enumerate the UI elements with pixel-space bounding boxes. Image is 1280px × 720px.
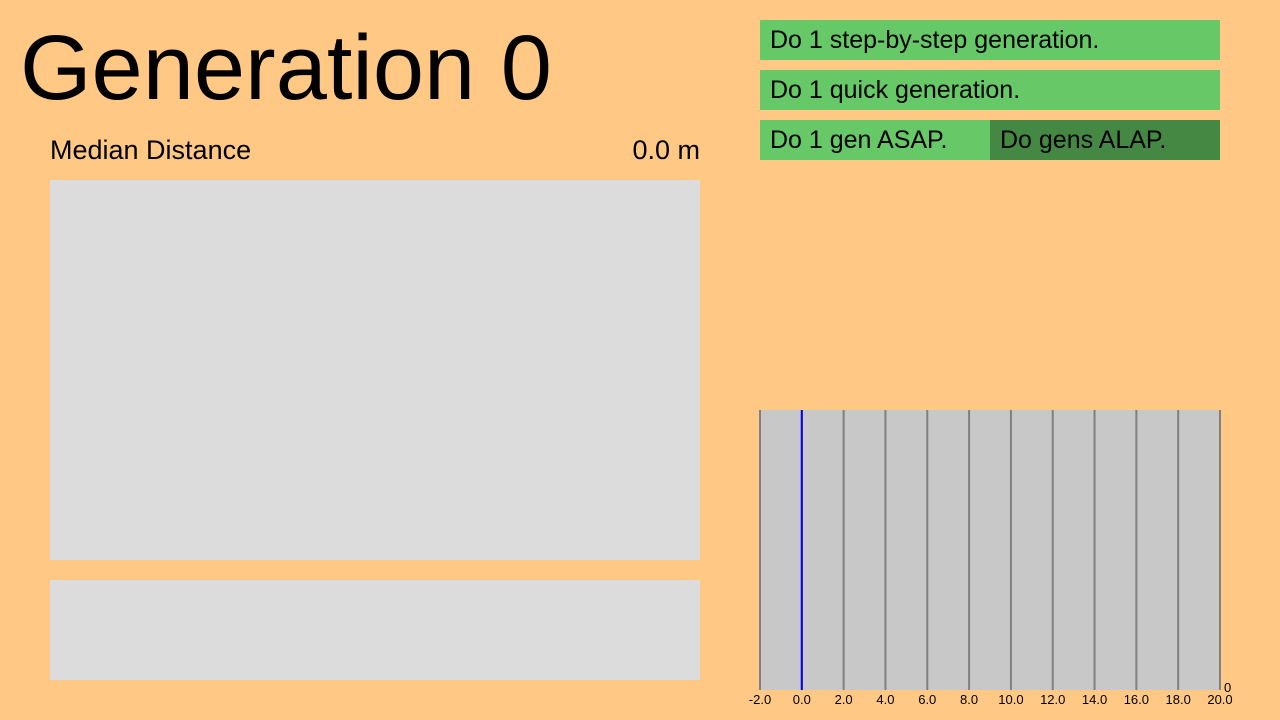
histogram-x-tick-label: 12.0 xyxy=(1040,692,1065,707)
histogram-x-tick-label: 6.0 xyxy=(918,692,936,707)
generation-title: Generation 0 xyxy=(20,17,552,119)
histogram-background xyxy=(760,410,1220,690)
quick-generation-button[interactable]: Do 1 quick generation. xyxy=(760,70,1220,110)
median-distance-value: 0.0 m xyxy=(632,135,700,165)
gens-alap-button[interactable]: Do gens ALAP. xyxy=(990,120,1220,160)
distance-histogram: -2.0 0.0 2.0 4.0 6.0 8.0 10.0 12.0 14.0 16.0 18.0 2… xyxy=(749,410,1233,707)
fitness-graph-panel xyxy=(50,180,700,560)
histogram-x-tick-label: 4.0 xyxy=(876,692,894,707)
histogram-x-tick-label: 14.0 xyxy=(1082,692,1107,707)
histogram-y-max-label: 0 xyxy=(1224,680,1231,695)
histogram-x-tick-label: 8.0 xyxy=(960,692,978,707)
histogram-x-tick-label: 10.0 xyxy=(998,692,1023,707)
histogram-x-tick-label: 0.0 xyxy=(793,692,811,707)
histogram-x-tick-label: 18.0 xyxy=(1166,692,1191,707)
histogram-x-tick-label: 20.0 xyxy=(1207,692,1232,707)
creature-info-panel xyxy=(50,580,700,680)
median-distance-label: Median Distance xyxy=(50,135,252,165)
histogram-x-tick-label: -2.0 xyxy=(749,692,771,707)
gen-asap-button[interactable]: Do 1 gen ASAP. xyxy=(760,120,990,160)
histogram-x-tick-label: 16.0 xyxy=(1124,692,1149,707)
step-by-step-generation-button[interactable]: Do 1 step-by-step generation. xyxy=(760,20,1220,60)
histogram-x-tick-label: 2.0 xyxy=(835,692,853,707)
